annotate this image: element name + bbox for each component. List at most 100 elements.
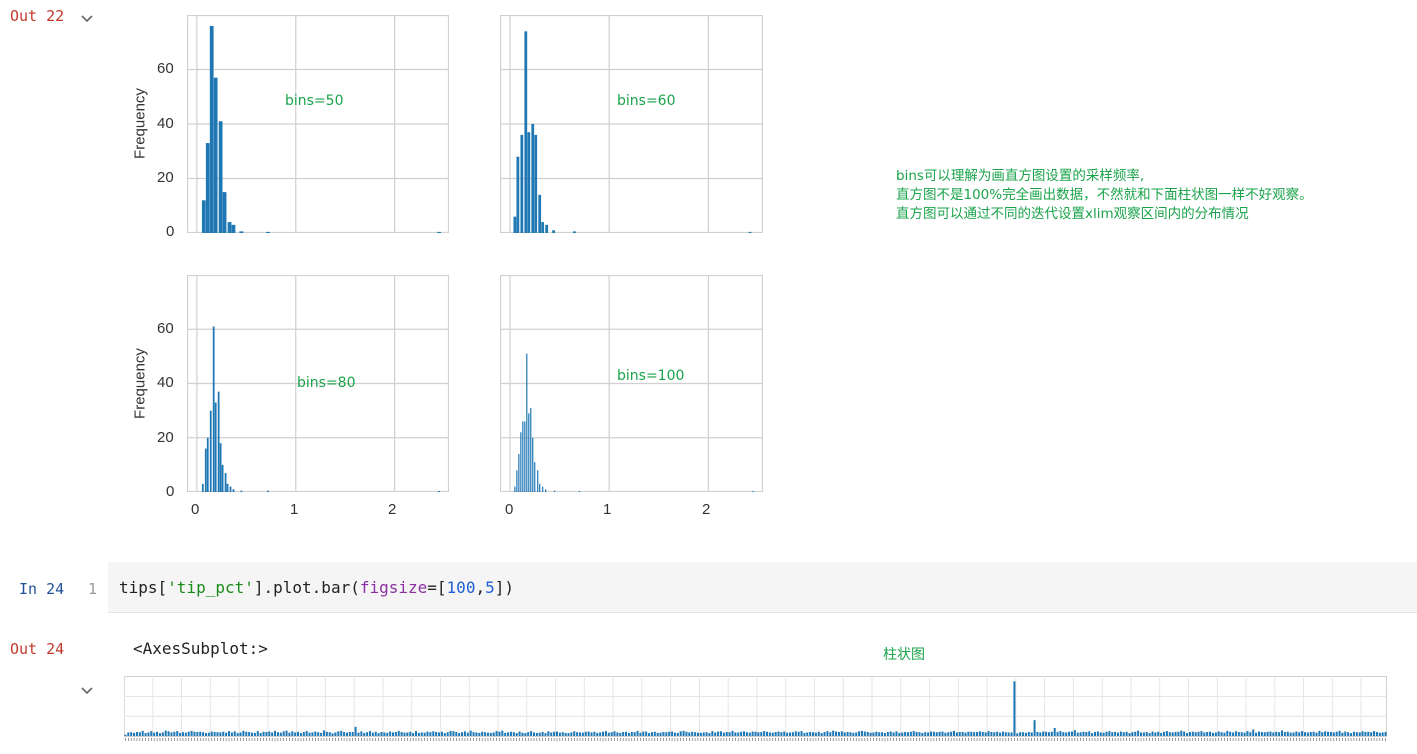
collapse-output-chevron-down-icon[interactable]	[80, 11, 96, 27]
bar	[1289, 732, 1292, 736]
bar	[665, 732, 668, 736]
bar	[389, 731, 392, 736]
code-cell-in24[interactable]	[108, 562, 1417, 613]
bar	[541, 731, 544, 736]
histogram-chart-bins60	[499, 14, 764, 234]
bar	[1332, 732, 1335, 736]
bar	[1384, 731, 1387, 736]
bar	[953, 730, 956, 736]
bar	[446, 732, 449, 736]
code-token: ,	[475, 578, 486, 597]
bar	[973, 732, 976, 736]
annotation-bins80: bins=80	[297, 375, 356, 391]
bar	[679, 731, 682, 736]
histogram-bar	[514, 486, 516, 492]
bar	[1068, 731, 1071, 736]
bar	[1122, 732, 1125, 736]
bar	[1128, 733, 1131, 736]
histogram-bar	[552, 230, 555, 233]
bar	[124, 734, 127, 736]
bar	[1240, 732, 1243, 736]
bar	[881, 732, 884, 736]
bar	[550, 732, 553, 736]
bar	[1134, 731, 1137, 736]
bar	[150, 731, 153, 736]
bar	[181, 732, 184, 736]
bar	[1027, 731, 1030, 736]
bar	[941, 731, 944, 736]
bar	[472, 732, 475, 736]
bar	[239, 732, 242, 736]
bar	[1361, 731, 1364, 736]
bar	[443, 733, 446, 736]
bar	[1137, 730, 1140, 736]
histogram-bar	[209, 25, 214, 234]
bar	[573, 731, 576, 736]
bar	[167, 731, 170, 736]
bar	[648, 733, 651, 736]
bar	[1321, 732, 1324, 736]
bar	[800, 731, 803, 736]
histogram-bar	[539, 483, 541, 492]
bar	[291, 731, 294, 736]
bar	[521, 732, 524, 736]
out24-prompt: Out 24	[10, 640, 65, 658]
bar	[432, 731, 435, 736]
bar	[673, 732, 676, 736]
histogram-bar	[541, 222, 545, 233]
bar	[348, 731, 351, 736]
collapse-output-chevron-down-icon-2[interactable]	[80, 683, 96, 699]
code-token-keyword: figsize	[359, 578, 428, 597]
bar	[650, 732, 653, 736]
bar	[717, 731, 720, 736]
bar	[909, 731, 912, 736]
ytick-bottom-0: 0	[166, 483, 175, 500]
bar	[625, 731, 628, 736]
bar	[1312, 731, 1315, 736]
bar	[331, 733, 334, 736]
histogram-bar	[537, 470, 539, 492]
bar	[512, 732, 515, 736]
bar	[1324, 731, 1327, 736]
bar	[274, 730, 277, 736]
bar	[892, 732, 895, 736]
bar	[495, 731, 498, 736]
bar	[561, 732, 564, 736]
bar	[705, 732, 708, 736]
bar	[141, 730, 144, 736]
bar	[964, 732, 967, 736]
code-token-number: 5	[485, 578, 495, 597]
bar	[1163, 731, 1166, 736]
bar	[918, 732, 921, 736]
bar	[1275, 731, 1278, 736]
histogram-bar	[219, 443, 222, 492]
bar	[204, 733, 208, 736]
bar	[1203, 732, 1206, 736]
in24-prompt: In 24	[19, 580, 65, 598]
code-editor-line[interactable]: tips['tip_pct'].plot.bar(figsize=[100,5]…	[119, 578, 514, 597]
histogram-bar	[239, 231, 244, 233]
bar	[708, 733, 711, 736]
bar	[950, 731, 953, 736]
bar	[889, 731, 892, 736]
bar	[906, 732, 909, 736]
bar	[630, 731, 633, 736]
bar	[268, 731, 271, 736]
bar	[645, 731, 648, 736]
bar	[135, 731, 138, 736]
bar	[1278, 732, 1281, 736]
bar	[1065, 732, 1068, 736]
bar	[251, 732, 254, 736]
bar	[507, 732, 510, 736]
bar	[236, 733, 239, 736]
bar	[233, 731, 236, 736]
bar	[225, 732, 228, 736]
out22-prompt: Out 22	[10, 7, 65, 25]
histogram-bar	[204, 448, 207, 492]
bar	[1381, 732, 1384, 736]
bar	[843, 732, 846, 736]
bar	[1154, 732, 1157, 736]
bar	[248, 731, 251, 736]
bar	[383, 732, 386, 736]
histogram-bar	[538, 194, 542, 233]
